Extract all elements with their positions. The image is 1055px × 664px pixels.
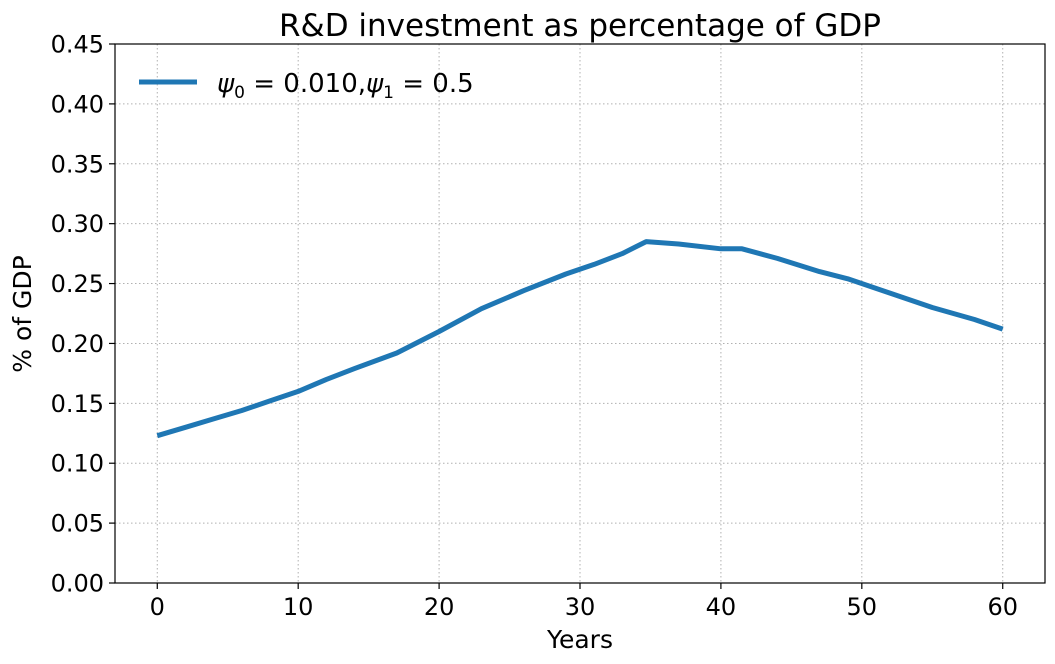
- y-tick-label: 0.30: [51, 210, 104, 238]
- y-tick-label: 0.10: [51, 450, 104, 478]
- legend-sub-1: 1: [383, 83, 394, 103]
- legend-psi-1: ψ: [366, 69, 384, 99]
- legend-eq-1: = 0.5: [394, 69, 474, 99]
- x-tick-label: 60: [987, 593, 1018, 621]
- x-tick-label: 40: [706, 593, 737, 621]
- y-tick-label: 0.15: [51, 390, 104, 418]
- legend-psi-0: ψ: [217, 69, 235, 99]
- y-tick-label: 0.40: [51, 90, 104, 118]
- series-line-0: [156, 239, 1004, 439]
- x-axis-label: Years: [546, 625, 613, 654]
- y-tick-label: 0.25: [51, 270, 104, 298]
- y-tick-label: 0.00: [51, 570, 104, 598]
- chart-title: R&D investment as percentage of GDP: [279, 8, 881, 44]
- x-tick-label: 20: [424, 593, 455, 621]
- y-tick-label: 0.35: [51, 150, 104, 178]
- y-tick-label: 0.20: [51, 330, 104, 358]
- legend-eq-0: = 0.010,: [245, 69, 366, 99]
- y-tick-label: 0.45: [51, 31, 104, 59]
- x-tick-label: 10: [283, 593, 314, 621]
- y-axis-label: % of GDP: [8, 255, 37, 372]
- y-tick-label: 0.05: [51, 510, 104, 538]
- axes: 0 10 20 30 40 50 600.000.050.100.150.200.250.3…: [51, 31, 1046, 621]
- legend: ψ0 = 0.010,ψ1 = 0.5: [139, 69, 474, 103]
- series-layer: [156, 239, 1004, 439]
- legend-label: ψ0 = 0.010,ψ1 = 0.5: [217, 69, 474, 103]
- plot-frame: [114, 43, 1046, 584]
- x-tick-label: 0: [150, 593, 165, 621]
- x-tick-label: 50: [847, 593, 878, 621]
- grid: [115, 43, 1045, 584]
- legend-sub-0: 0: [234, 83, 245, 103]
- x-tick-label: 30: [565, 593, 596, 621]
